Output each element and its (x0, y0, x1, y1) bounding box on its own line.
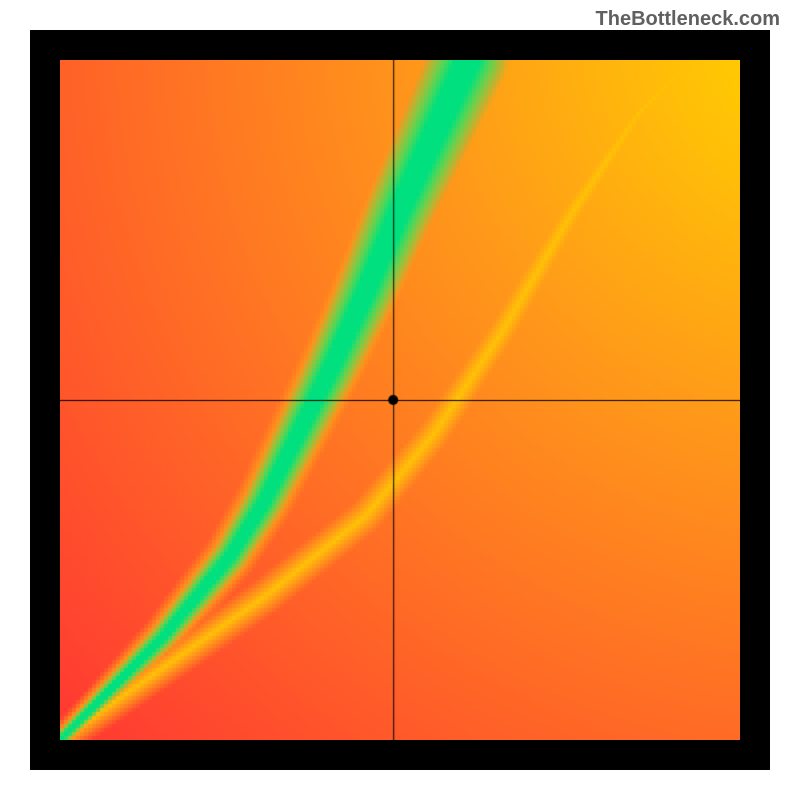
plot-outer-frame (30, 30, 770, 770)
heatmap-canvas (60, 60, 740, 740)
watermark-text: TheBottleneck.com (596, 8, 780, 31)
